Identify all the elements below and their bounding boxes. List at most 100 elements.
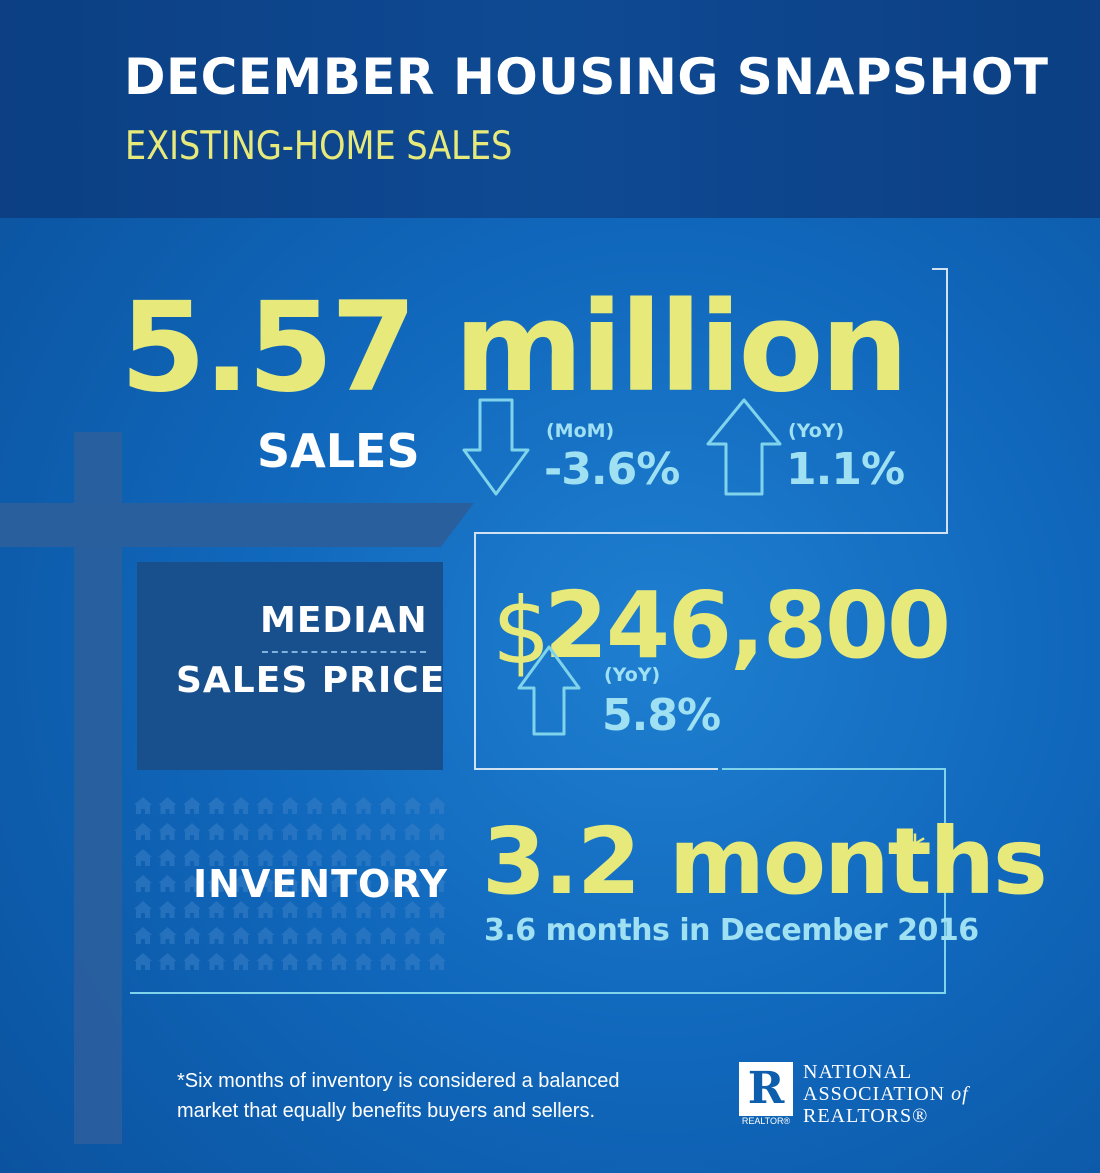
- sales-value: 5.57 million: [120, 276, 909, 420]
- frame-line: [722, 768, 946, 770]
- inventory-previous: 3.6 months in December 2016: [484, 913, 979, 948]
- house-icon: [354, 953, 373, 970]
- house-icon: [281, 953, 299, 970]
- arrow-down-icon: [462, 398, 530, 496]
- house-icon: [158, 901, 177, 918]
- house-icon: [158, 875, 177, 892]
- house-icon: [134, 849, 152, 866]
- sign-panel: [137, 562, 443, 770]
- house-icon: [281, 823, 299, 840]
- house-icon: [256, 927, 275, 944]
- house-icon: [232, 953, 250, 970]
- price-currency: $: [492, 578, 551, 685]
- house-icon: [183, 797, 201, 814]
- arrow-up-icon: [706, 398, 782, 496]
- frame-line: [932, 268, 948, 270]
- inventory-label: INVENTORY: [193, 862, 449, 906]
- org-line2-a: ASSOCIATION: [803, 1083, 946, 1105]
- page-title: DECEMBER HOUSING SNAPSHOT: [124, 48, 1049, 106]
- frame-line: [944, 768, 946, 994]
- footnote: *Six months of inventory is considered a…: [177, 1066, 637, 1126]
- house-icon: [330, 797, 348, 814]
- frame-line: [474, 532, 948, 534]
- org-line1: NATIONAL: [803, 1061, 913, 1083]
- house-icon: [134, 927, 152, 944]
- house-icon: [134, 953, 152, 970]
- frame-line: [130, 992, 946, 994]
- house-icon: [379, 953, 397, 970]
- house-icon: [183, 823, 201, 840]
- sales-yoy-tag: (YoY): [788, 420, 845, 442]
- org-line2-b: of: [951, 1083, 969, 1105]
- house-icon: [330, 823, 348, 840]
- house-icon: [330, 953, 348, 970]
- inventory-asterisk: *: [904, 826, 926, 877]
- sign-arm: [0, 503, 474, 547]
- arrow-up-icon: [517, 645, 581, 736]
- header-band: [0, 0, 1100, 218]
- house-icon: [428, 927, 446, 944]
- house-icon: [403, 823, 422, 840]
- frame-line: [474, 768, 718, 770]
- price-yoy-tag: (YoY): [604, 664, 661, 686]
- sales-mom-value: -3.6%: [544, 444, 680, 495]
- house-icon: [428, 953, 446, 970]
- house-icon: [134, 875, 152, 892]
- house-icon: [256, 823, 275, 840]
- house-icon: [256, 797, 275, 814]
- house-icon: [403, 927, 422, 944]
- house-icon: [281, 927, 299, 944]
- org-name: NATIONAL ASSOCIATION of REALTORS®: [803, 1061, 969, 1127]
- price-value: 246,800: [544, 572, 951, 679]
- logo-mark-sub: REALTOR®: [741, 1116, 791, 1126]
- house-icon: [158, 823, 177, 840]
- house-icon: [379, 823, 397, 840]
- price-yoy-value: 5.8%: [602, 690, 721, 741]
- realtor-logo-icon: R: [739, 1062, 793, 1116]
- sign-post: [74, 432, 122, 1144]
- house-icon: [207, 797, 226, 814]
- org-line3: REALTORS®: [803, 1105, 929, 1127]
- price-label-line1: MEDIAN: [260, 600, 428, 641]
- house-icon: [232, 927, 250, 944]
- house-icon: [256, 953, 275, 970]
- house-icon: [403, 797, 422, 814]
- house-icon: [354, 927, 373, 944]
- house-icon: [183, 953, 201, 970]
- house-icon: [330, 927, 348, 944]
- house-icon: [207, 823, 226, 840]
- page-subtitle: EXISTING-HOME SALES: [125, 124, 513, 169]
- house-icon: [428, 797, 446, 814]
- inventory-value: 3.2 months: [482, 808, 1048, 915]
- frame-line: [946, 268, 948, 534]
- house-icon: [305, 953, 324, 970]
- house-icon: [158, 927, 177, 944]
- price-label-line2: SALES PRICE: [176, 660, 446, 701]
- house-icon: [281, 797, 299, 814]
- org-line2: ASSOCIATION of: [803, 1083, 969, 1105]
- house-icon: [403, 953, 422, 970]
- house-icon: [305, 927, 324, 944]
- footnote-line1: *Six months of inventory is considered a…: [177, 1070, 620, 1092]
- sales-label: SALES: [257, 424, 420, 478]
- house-icon: [379, 927, 397, 944]
- house-icon: [207, 953, 226, 970]
- house-icon: [158, 797, 177, 814]
- house-icon: [134, 901, 152, 918]
- divider: [262, 651, 426, 653]
- house-icon: [158, 953, 177, 970]
- sales-mom-tag: (MoM): [546, 420, 615, 442]
- house-icon: [379, 797, 397, 814]
- house-icon: [354, 797, 373, 814]
- footnote-line2: market that equally benefits buyers and …: [177, 1100, 595, 1122]
- house-icon: [354, 823, 373, 840]
- house-icon: [183, 927, 201, 944]
- house-icon: [134, 797, 152, 814]
- frame-line: [474, 532, 476, 770]
- logo-mark: R: [747, 1063, 785, 1114]
- house-icon: [305, 823, 324, 840]
- house-icon: [134, 823, 152, 840]
- house-icon: [207, 927, 226, 944]
- house-icon: [232, 797, 250, 814]
- house-icon: [232, 823, 250, 840]
